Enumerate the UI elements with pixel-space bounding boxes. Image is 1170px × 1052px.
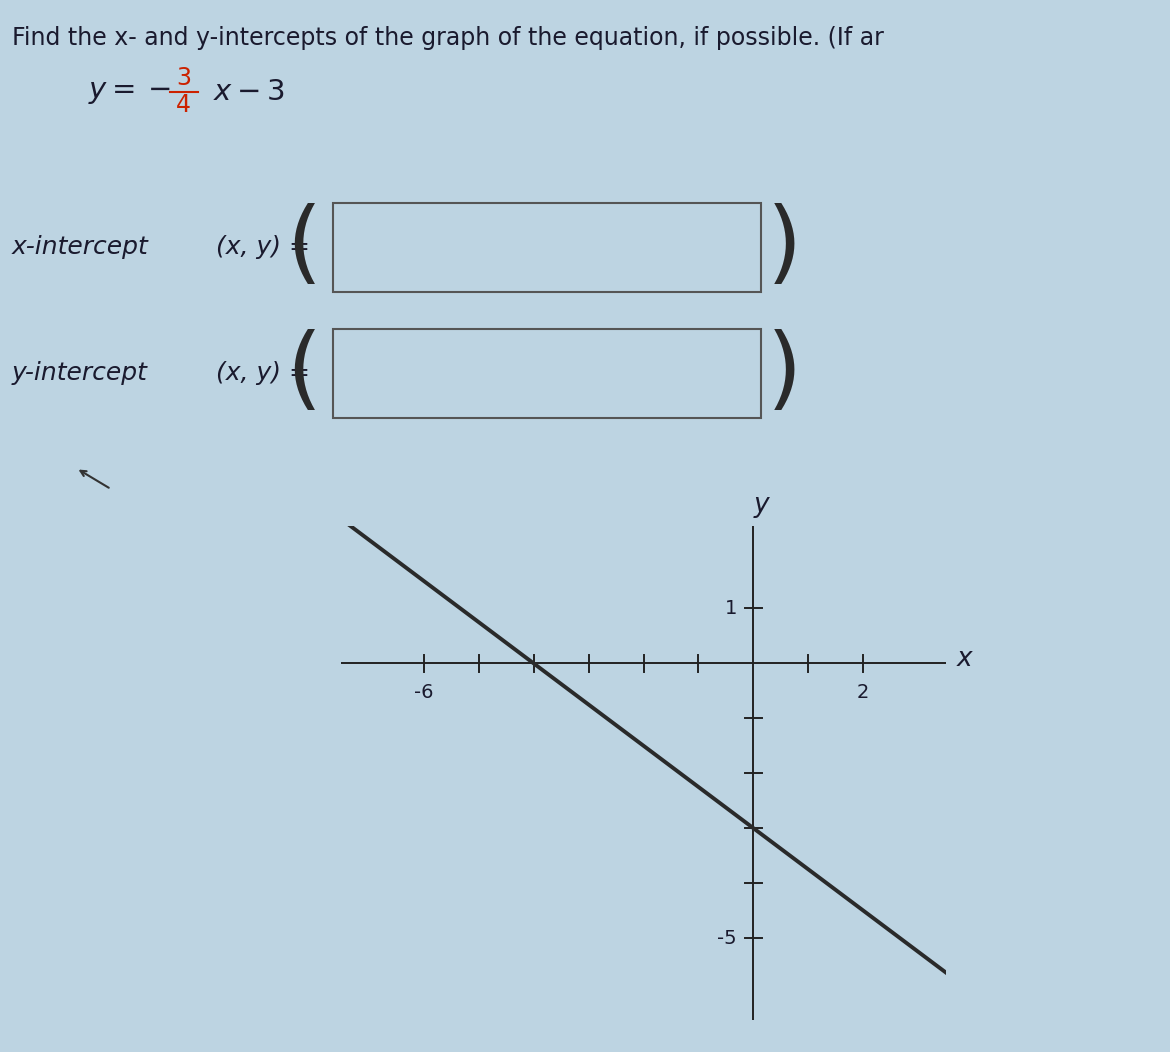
Text: x: x (957, 646, 972, 672)
Text: y-intercept: y-intercept (12, 362, 147, 385)
Text: (: ( (287, 329, 322, 418)
Text: (x, y) =: (x, y) = (216, 362, 310, 385)
Text: $x - 3$: $x - 3$ (213, 78, 285, 105)
Text: $y = -$: $y = -$ (88, 78, 171, 105)
Text: 1: 1 (724, 599, 737, 618)
Text: ): ) (766, 329, 801, 418)
Text: -5: -5 (717, 929, 737, 948)
Text: ): ) (766, 203, 801, 291)
Text: 4: 4 (177, 94, 191, 117)
Text: y: y (753, 491, 770, 518)
Text: x-intercept: x-intercept (12, 236, 149, 259)
Text: (x, y) =: (x, y) = (216, 236, 310, 259)
Bar (333, 202, 760, 291)
Text: -6: -6 (414, 683, 434, 702)
Bar (333, 328, 760, 418)
Text: 2: 2 (858, 683, 869, 702)
Text: (: ( (287, 203, 322, 291)
Text: Find the x- and y-intercepts of the graph of the equation, if possible. (If ar: Find the x- and y-intercepts of the grap… (12, 26, 883, 50)
Text: 3: 3 (177, 66, 191, 89)
